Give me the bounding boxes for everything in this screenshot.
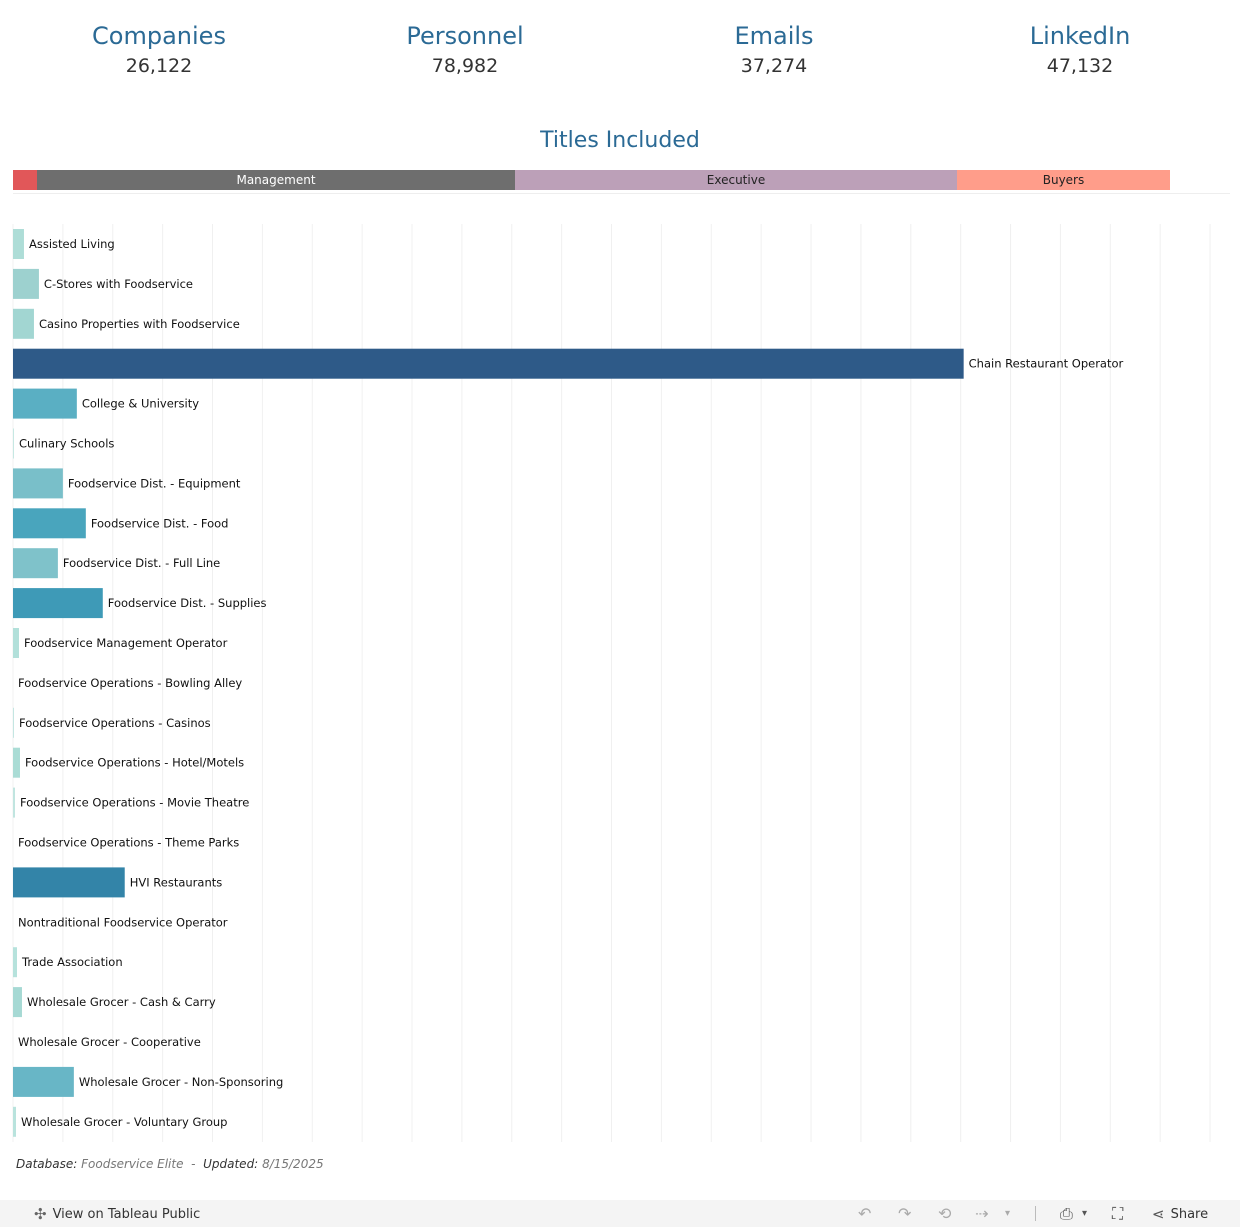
share-button[interactable]: ⋖ Share: [1152, 1205, 1208, 1223]
undo-icon[interactable]: ↶: [858, 1204, 872, 1223]
bar-label: Assisted Living: [29, 237, 115, 251]
bar-wholesale-grocer-non-sponsoring[interactable]: [13, 1066, 74, 1097]
bar-foodservice-dist-equipment[interactable]: [13, 468, 63, 499]
kpi-emails: Emails 37,274: [644, 20, 904, 80]
bar-trade-association[interactable]: [13, 947, 17, 978]
kpi-value: 26,122: [125, 55, 193, 77]
kpi-label: Emails: [734, 22, 814, 50]
divider: [13, 193, 1230, 194]
bar-foodservice-dist-supplies[interactable]: [13, 588, 103, 619]
bar-label: Foodservice Dist. - Equipment: [68, 476, 241, 490]
revert-icon[interactable]: ⟲: [938, 1204, 952, 1223]
bar-label: College & University: [82, 397, 199, 411]
bar-label: Wholesale Grocer - Voluntary Group: [21, 1115, 227, 1129]
bar-label: Foodservice Operations - Theme Parks: [18, 836, 239, 850]
bar-foodservice-dist-full-line[interactable]: [13, 548, 58, 579]
tableau-logo-icon: ✣: [34, 1205, 47, 1223]
title-segment-management[interactable]: Management: [37, 170, 515, 190]
title-segment-other[interactable]: [13, 170, 37, 190]
bar-label: Foodservice Operations - Hotel/Motels: [25, 756, 244, 770]
industry-bar-chart: Assisted Living C-Stores with Foodservice…: [12, 224, 1211, 1142]
bar-label: C-Stores with Foodservice: [44, 277, 193, 291]
bar-label: Wholesale Grocer - Cooperative: [18, 1035, 201, 1049]
toolbar-divider: [1035, 1206, 1036, 1221]
bar-foodservice-operations-hotel-motels[interactable]: [13, 747, 20, 778]
updated-value: 8/15/2025: [262, 1157, 324, 1171]
footer-separator: -: [191, 1157, 196, 1171]
database-note: Database: Foodservice Elite - Updated: 8…: [16, 1157, 324, 1171]
bar-label: Culinary Schools: [19, 437, 114, 451]
tableau-toolbar: ✣ View on Tableau Public ↶ ↷ ⟲ ⇢ ▾ ⎙ ▾ ⛶…: [0, 1200, 1240, 1227]
kpi-label: Personnel: [406, 22, 524, 50]
bar-assisted-living[interactable]: [13, 229, 24, 259]
bar-label: Nontraditional Foodservice Operator: [18, 915, 228, 929]
redo-icon[interactable]: ↷: [898, 1204, 912, 1223]
bar-wholesale-grocer-cash-carry[interactable]: [13, 987, 22, 1018]
view-on-tableau-label: View on Tableau Public: [52, 1206, 201, 1222]
refresh-icon[interactable]: ⇢: [975, 1204, 989, 1223]
kpi-value: 47,132: [1046, 55, 1114, 77]
bar-label: Wholesale Grocer - Non-Sponsoring: [79, 1075, 283, 1089]
title-segment-executive[interactable]: Executive: [515, 170, 957, 190]
download-dropdown-icon[interactable]: ▾: [1082, 1208, 1088, 1219]
kpi-personnel: Personnel 78,982: [335, 20, 595, 80]
bar-culinary-schools[interactable]: [13, 428, 14, 459]
fullscreen-icon[interactable]: ⛶: [1112, 1204, 1124, 1223]
bar-college-university[interactable]: [13, 388, 77, 419]
refresh-dropdown-icon[interactable]: ▾: [1005, 1208, 1011, 1219]
titles-stacked-bar: Management Executive Buyers: [13, 170, 1173, 190]
bar-foodservice-operations-casinos[interactable]: [13, 707, 14, 738]
bar-label: Chain Restaurant Operator: [969, 357, 1124, 371]
title-segment-buyers[interactable]: Buyers: [957, 170, 1170, 190]
download-icon[interactable]: ⎙: [1060, 1204, 1073, 1223]
view-on-tableau-link[interactable]: ✣ View on Tableau Public: [34, 1205, 200, 1223]
titles-included-heading: Titles Included: [540, 128, 700, 153]
bar-label: Foodservice Management Operator: [24, 636, 228, 650]
bar-label: Foodservice Operations - Movie Theatre: [20, 796, 249, 810]
bar-hvi-restaurants[interactable]: [13, 867, 125, 898]
kpi-label: LinkedIn: [1029, 22, 1131, 50]
kpi-value: 78,982: [431, 55, 499, 77]
bar-label: Foodservice Dist. - Food: [91, 516, 229, 530]
kpi-companies: Companies 26,122: [29, 20, 289, 80]
bar-foodservice-management-operator[interactable]: [13, 628, 19, 658]
database-value: Foodservice Elite: [81, 1157, 184, 1171]
bar-label: Foodservice Dist. - Full Line: [63, 556, 220, 570]
bar-label: Wholesale Grocer - Cash & Carry: [27, 995, 216, 1009]
bar-label: Foodservice Operations - Casinos: [19, 716, 211, 730]
kpi-linkedin: LinkedIn 47,132: [950, 20, 1210, 80]
bar-wholesale-grocer-voluntary-group[interactable]: [13, 1106, 16, 1137]
share-label: Share: [1170, 1206, 1209, 1222]
bar-label: HVI Restaurants: [130, 875, 223, 889]
share-icon: ⋖: [1152, 1205, 1165, 1223]
updated-label: Updated:: [203, 1157, 259, 1171]
bar-casino-properties-with-foodservice[interactable]: [13, 308, 34, 339]
bar-label: Foodservice Dist. - Supplies: [108, 596, 267, 610]
kpi-value: 37,274: [740, 55, 808, 77]
database-label: Database:: [16, 1157, 78, 1171]
bar-label: Casino Properties with Foodservice: [39, 317, 240, 331]
bar-c-stores-with-foodservice[interactable]: [13, 268, 39, 299]
bar-foodservice-operations-movie-theatre[interactable]: [13, 787, 15, 818]
bar-foodservice-dist-food[interactable]: [13, 508, 86, 539]
bar-label: Foodservice Operations - Bowling Alley: [18, 676, 242, 690]
bar-label: Trade Association: [21, 955, 123, 969]
bar-chain-restaurant-operator[interactable]: [13, 348, 964, 379]
kpi-label: Companies: [92, 22, 226, 50]
